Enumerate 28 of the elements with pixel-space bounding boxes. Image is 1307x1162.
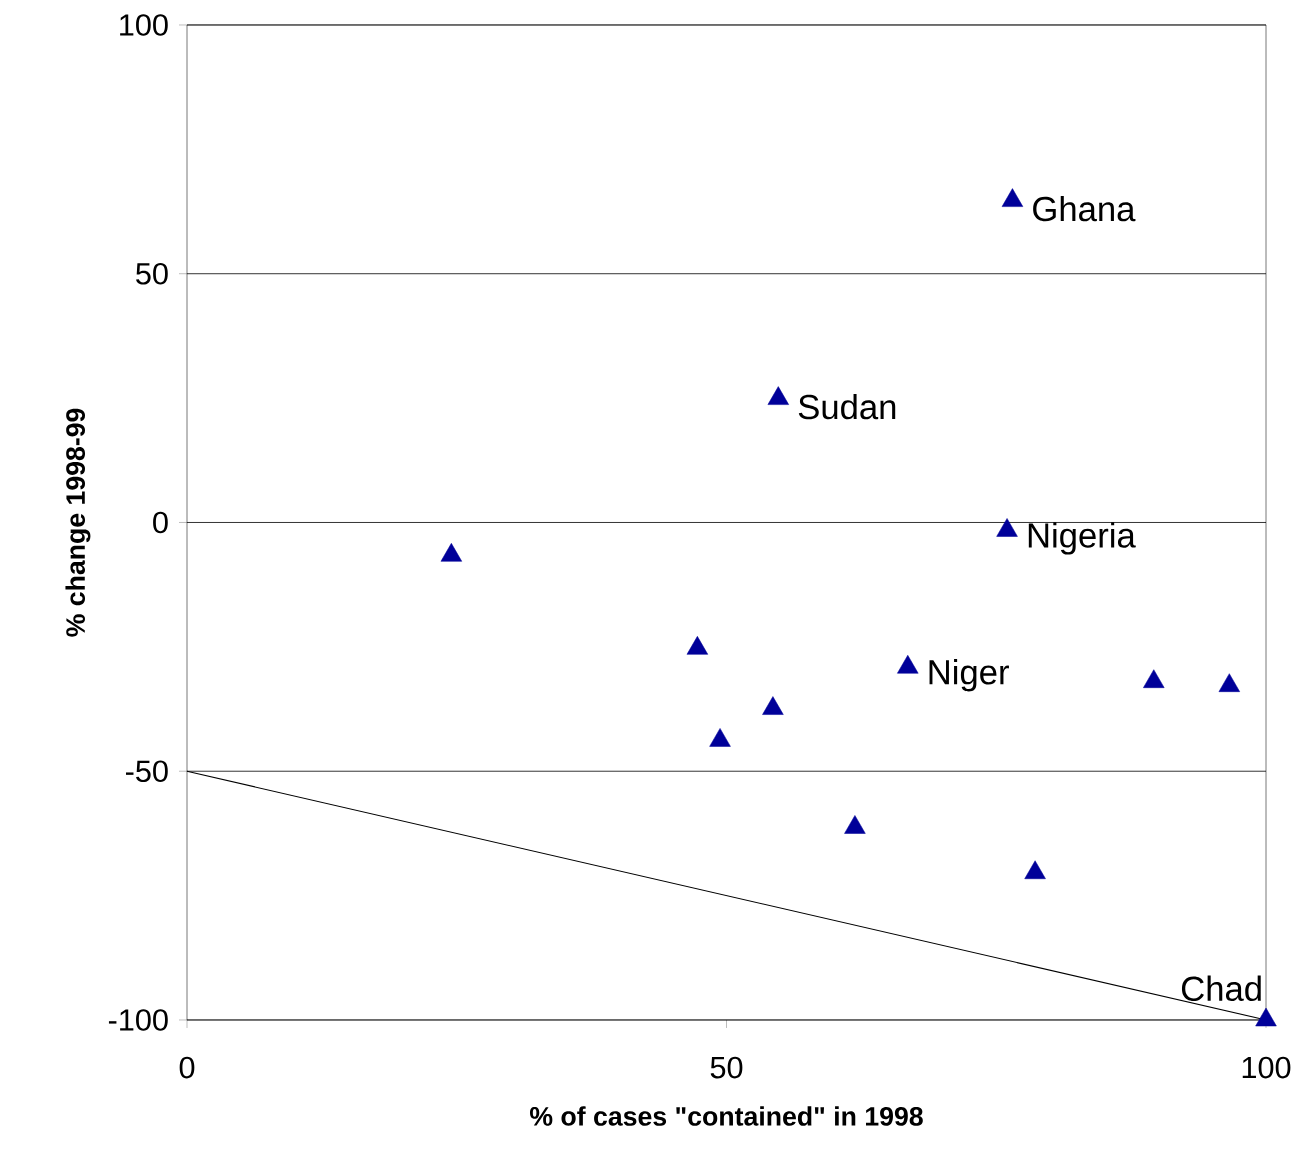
x-tick-label: 50 [710, 1056, 743, 1079]
y-tick-label: 100 [120, 14, 168, 36]
point [440, 543, 463, 562]
annotation: Niger [929, 659, 1009, 692]
point [1218, 673, 1240, 692]
annotation: Chad [1181, 975, 1261, 1002]
y-tick-label: -100 [108, 1009, 168, 1031]
point [686, 636, 709, 655]
annotation: Sudan [798, 393, 896, 420]
point [1024, 860, 1046, 879]
point [897, 654, 919, 674]
point [762, 696, 784, 715]
y-tick-label: 50 [136, 262, 168, 285]
point [1001, 188, 1024, 207]
y-tick-label: 0 [153, 511, 168, 534]
x-tick-label: 100 [1242, 1056, 1291, 1079]
annotation: Nigeria [1028, 522, 1136, 555]
y-axis-title: % change 1998-99 [65, 408, 91, 637]
point [996, 518, 1018, 537]
point [709, 728, 731, 747]
y-tick-label: -50 [126, 760, 168, 783]
point [767, 386, 789, 405]
annotation: Ghana [1033, 195, 1136, 222]
point [1255, 1007, 1277, 1027]
point [844, 815, 866, 834]
x-axis-title: % of cases "contained" in 1998 [530, 1106, 923, 1126]
point [1143, 669, 1165, 688]
x-tick-label: 0 [179, 1056, 195, 1079]
